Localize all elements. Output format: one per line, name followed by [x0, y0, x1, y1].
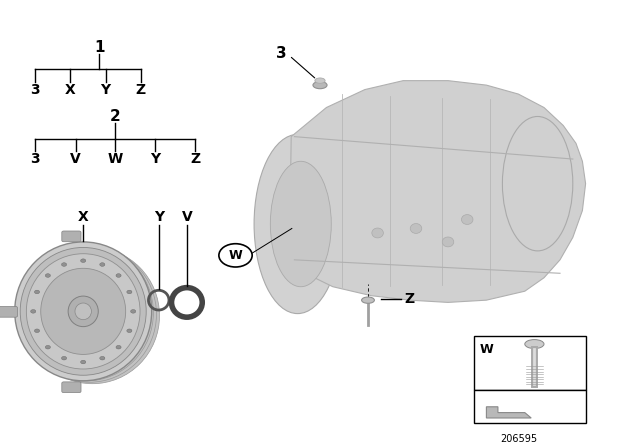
- Text: X: X: [78, 210, 88, 224]
- Ellipse shape: [461, 215, 473, 224]
- Ellipse shape: [19, 245, 154, 381]
- Circle shape: [35, 290, 40, 294]
- Text: W: W: [228, 249, 243, 262]
- Ellipse shape: [313, 82, 327, 89]
- Text: 3: 3: [30, 82, 40, 97]
- Text: 3: 3: [30, 152, 40, 166]
- Circle shape: [81, 360, 86, 364]
- Ellipse shape: [20, 247, 146, 375]
- Ellipse shape: [442, 237, 454, 247]
- Text: Y: Y: [150, 152, 160, 166]
- Ellipse shape: [26, 254, 140, 369]
- Text: Y: Y: [154, 210, 164, 224]
- Ellipse shape: [75, 303, 92, 320]
- FancyBboxPatch shape: [0, 306, 17, 317]
- Circle shape: [61, 263, 67, 266]
- Text: Z: Z: [404, 292, 415, 306]
- Text: 206595: 206595: [500, 434, 537, 444]
- Circle shape: [116, 274, 121, 277]
- Text: V: V: [182, 210, 192, 224]
- Text: 3: 3: [276, 46, 287, 61]
- Circle shape: [45, 274, 51, 277]
- FancyBboxPatch shape: [474, 390, 586, 423]
- Text: V: V: [70, 152, 81, 166]
- Circle shape: [127, 329, 132, 332]
- Ellipse shape: [315, 78, 325, 83]
- Circle shape: [116, 345, 121, 349]
- Circle shape: [100, 263, 105, 266]
- FancyBboxPatch shape: [62, 382, 81, 392]
- Polygon shape: [486, 407, 531, 418]
- Text: Z: Z: [136, 82, 146, 97]
- Circle shape: [61, 357, 67, 360]
- Ellipse shape: [372, 228, 383, 238]
- Circle shape: [45, 345, 51, 349]
- Text: 2: 2: [110, 109, 120, 124]
- Ellipse shape: [26, 248, 159, 383]
- Ellipse shape: [22, 246, 156, 382]
- Ellipse shape: [41, 268, 125, 354]
- Circle shape: [100, 357, 105, 360]
- Ellipse shape: [362, 297, 374, 303]
- Text: W: W: [480, 343, 493, 356]
- Ellipse shape: [270, 161, 332, 287]
- Text: W: W: [108, 152, 123, 166]
- Polygon shape: [290, 81, 586, 302]
- Circle shape: [219, 244, 252, 267]
- Circle shape: [31, 310, 36, 313]
- Circle shape: [81, 259, 86, 263]
- Ellipse shape: [525, 340, 544, 349]
- Ellipse shape: [15, 242, 152, 381]
- FancyBboxPatch shape: [62, 231, 81, 242]
- Circle shape: [131, 310, 136, 313]
- Text: Z: Z: [190, 152, 200, 166]
- Ellipse shape: [68, 296, 99, 327]
- Ellipse shape: [410, 224, 422, 233]
- Text: 1: 1: [94, 39, 104, 55]
- Ellipse shape: [254, 134, 341, 314]
- FancyBboxPatch shape: [474, 336, 586, 390]
- Circle shape: [35, 329, 40, 332]
- Text: Y: Y: [100, 82, 111, 97]
- Circle shape: [127, 290, 132, 294]
- Ellipse shape: [502, 116, 573, 251]
- Text: X: X: [65, 82, 76, 97]
